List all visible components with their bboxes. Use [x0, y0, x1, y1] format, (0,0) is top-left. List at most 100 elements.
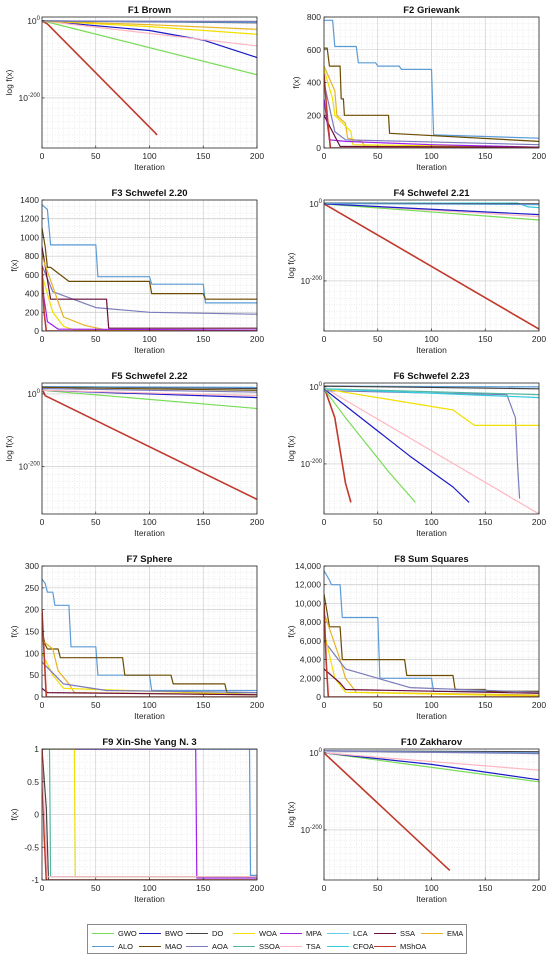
- chart-panel-9: 0 50 100 150 200 -1 -0.5 0 0.5 1 F9 Xin-She Yang N…: [9, 737, 264, 904]
- y-tick-label: 10-200: [19, 93, 41, 103]
- series-line-aoa: [324, 82, 539, 146]
- series-line-bwo: [324, 388, 470, 503]
- series-line-aoa: [42, 20, 257, 23]
- y-tick-label: 14,000: [295, 561, 321, 571]
- legend-label: SSOA: [259, 941, 280, 951]
- x-tick-label: 200: [250, 883, 264, 893]
- legend-swatch: [327, 932, 349, 934]
- chart-panel-7: 0 50 100 150 200 0 50 100 150 200 250 300 F7 Sphere I…: [9, 554, 264, 721]
- legend-swatch: [186, 945, 208, 947]
- series-lines: [324, 202, 539, 330]
- y-tick-label: 0: [34, 326, 39, 336]
- legend-label: EMA: [447, 928, 464, 938]
- x-tick-label: 150: [478, 700, 492, 710]
- y-axis-label: f(x): [9, 259, 19, 271]
- series-line-ssa: [42, 687, 257, 696]
- legend-item-mshoa: MShOA: [374, 940, 426, 952]
- y-axis-label: f(x): [9, 625, 19, 637]
- series-line-aoa: [42, 265, 257, 315]
- chart-title: F7 Sphere: [127, 554, 173, 565]
- series-line-ema: [324, 65, 539, 148]
- series-line-woa: [324, 631, 539, 697]
- series-line-mshoa: [324, 386, 352, 503]
- y-axis-label: f(x): [9, 808, 19, 820]
- series-line-aoa: [324, 640, 539, 693]
- y-axis-label: f(x): [286, 625, 296, 637]
- series-line-tsa: [42, 20, 257, 47]
- y-tick-label: 0.5: [27, 777, 39, 787]
- y-tick-label: 100: [309, 748, 322, 758]
- series-lines: [324, 385, 539, 514]
- y-tick-label: 200: [25, 307, 39, 317]
- x-tick-label: 100: [142, 883, 156, 893]
- x-tick-label: 0: [40, 334, 45, 344]
- x-tick-label: 150: [196, 517, 210, 527]
- legend-item-gwo: GWO: [92, 927, 137, 939]
- x-tick-label: 100: [142, 151, 156, 161]
- y-tick-label: 1000: [20, 232, 39, 242]
- x-axis-label: Iteration: [134, 894, 165, 904]
- y-axis-label: log f(x): [4, 69, 14, 95]
- series-line-ssa: [324, 115, 539, 148]
- series-lines: [42, 749, 257, 880]
- series-line-gwo: [324, 388, 416, 503]
- x-tick-label: 100: [424, 517, 438, 527]
- y-tick-label: 600: [307, 45, 321, 55]
- series-line-ssa: [324, 668, 539, 694]
- x-tick-label: 200: [250, 517, 264, 527]
- x-tick-label: 100: [424, 151, 438, 161]
- x-tick-label: 200: [532, 883, 546, 893]
- chart-title: F3 Schwefel 2.20: [111, 188, 187, 199]
- series-line-mpa: [42, 749, 257, 879]
- x-tick-label: 50: [91, 700, 101, 710]
- series-line-mshoa: [324, 203, 539, 330]
- y-tick-label: 200: [307, 110, 321, 120]
- x-tick-label: 0: [40, 517, 45, 527]
- legend-label: SSA: [400, 928, 416, 938]
- y-tick-label: 100: [27, 16, 40, 26]
- chart-panel-3: 0 50 100 150 200 0 200 400 600 800 1000 1200 1400 F3 …: [9, 188, 264, 355]
- legend-swatch: [139, 945, 161, 947]
- series-line-mao: [42, 631, 257, 694]
- x-tick-label: 200: [250, 700, 264, 710]
- y-tick-label: 2,000: [300, 673, 322, 683]
- y-tick-label: 8,000: [300, 617, 322, 627]
- y-tick-label: 0: [316, 692, 321, 702]
- x-axis-label: Iteration: [134, 345, 165, 355]
- series-line-gwo: [324, 752, 539, 783]
- x-tick-label: 0: [322, 334, 327, 344]
- y-tick-label: 0: [34, 810, 39, 820]
- series-line-aoa: [42, 387, 257, 393]
- series-lines: [324, 19, 539, 148]
- series-lines: [324, 570, 539, 697]
- chart-panel-6: 0 50 100 150 200 100 10-200 F6 Schwefel 2.23 Ite…: [286, 371, 546, 538]
- legend-label: MShOA: [400, 941, 427, 951]
- y-tick-label: 50: [30, 670, 40, 680]
- y-tick-label: 200: [25, 605, 39, 615]
- y-tick-label: 300: [25, 561, 39, 571]
- series-line-woa: [324, 388, 539, 426]
- series-line-tsa: [324, 752, 539, 771]
- y-tick-label: 800: [25, 251, 39, 261]
- legend-item-ema: EMA: [421, 927, 463, 939]
- legend-label: BWO: [165, 928, 183, 938]
- x-axis-label: Iteration: [416, 162, 447, 172]
- series-line-bwo: [324, 203, 539, 216]
- x-tick-label: 0: [322, 151, 327, 161]
- x-tick-label: 200: [532, 517, 546, 527]
- x-tick-label: 200: [250, 334, 264, 344]
- legend-label: GWO: [118, 928, 137, 938]
- legend-swatch: [327, 945, 349, 947]
- x-tick-label: 150: [196, 334, 210, 344]
- x-tick-label: 0: [40, 883, 45, 893]
- legend-label: MPA: [306, 928, 322, 938]
- series-lines: [42, 20, 257, 136]
- y-axis-label: f(x): [291, 76, 301, 88]
- legend-label: LCA: [353, 928, 368, 938]
- x-tick-label: 50: [373, 883, 383, 893]
- y-tick-label: 12,000: [295, 580, 321, 590]
- series-lines: [42, 386, 257, 501]
- legend-item-mpa: MPA: [280, 927, 322, 939]
- series-lines: [324, 750, 539, 871]
- y-axis-label: log f(x): [4, 435, 14, 461]
